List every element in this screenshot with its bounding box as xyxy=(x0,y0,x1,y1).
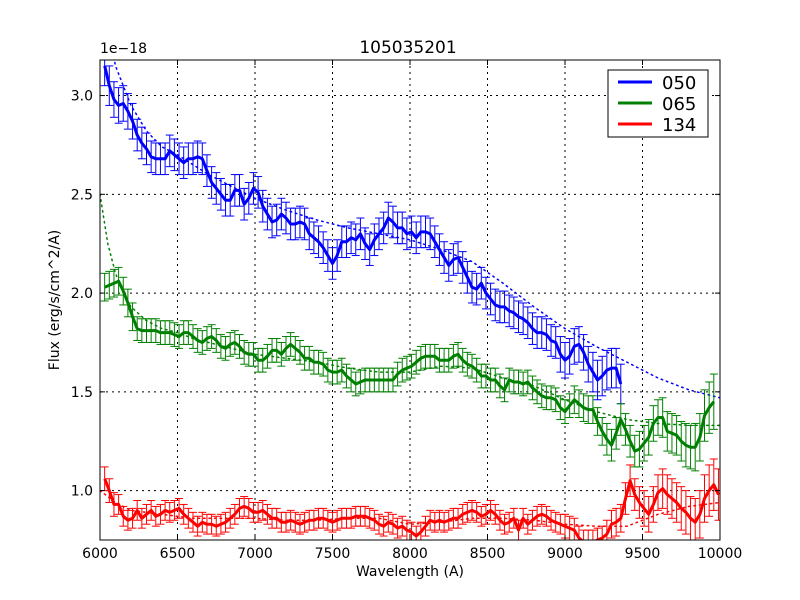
y-offset-label: 1e−18 xyxy=(100,41,147,57)
data-line xyxy=(103,478,720,540)
y-axis-label: Flux (erg/s/cm^2/A) xyxy=(47,230,63,370)
x-tick-label: 8000 xyxy=(392,546,428,562)
model-curve xyxy=(113,60,720,399)
x-tick-label: 6000 xyxy=(82,546,118,562)
x-tick-label: 10000 xyxy=(698,546,743,562)
model-curve xyxy=(100,489,720,527)
legend-label-065: 065 xyxy=(662,94,696,115)
grid-lines xyxy=(100,60,720,540)
series-134 xyxy=(100,458,720,540)
x-axis-label: Wavelength (A) xyxy=(356,564,464,580)
legend-label-050: 050 xyxy=(662,73,696,94)
x-tick-label: 9500 xyxy=(625,546,661,562)
x-tick-label: 9000 xyxy=(547,546,583,562)
x-tick-label: 7500 xyxy=(315,546,351,562)
series-065 xyxy=(100,193,720,472)
data-line xyxy=(104,279,715,453)
y-axis-ticks: 1.0 1.5 2.0 2.5 3.0 xyxy=(71,89,720,500)
plot-series xyxy=(100,60,720,540)
chart-title: 105035201 xyxy=(359,38,456,58)
y-tick-label: 1.0 xyxy=(71,484,93,500)
legend-label-134: 134 xyxy=(662,115,696,136)
y-tick-label: 2.0 xyxy=(71,286,93,302)
x-axis-ticks: 6000 6500 7000 7500 8000 8500 9000 9500 10000 xyxy=(82,60,742,562)
y-tick-label: 1.5 xyxy=(71,385,93,401)
x-tick-label: 6500 xyxy=(160,546,196,562)
x-tick-label: 7000 xyxy=(237,546,273,562)
y-tick-label: 2.5 xyxy=(71,187,93,203)
data-line xyxy=(103,65,623,385)
x-tick-label: 8500 xyxy=(470,546,506,562)
series-050 xyxy=(100,60,720,405)
y-tick-label: 3.0 xyxy=(71,89,93,105)
